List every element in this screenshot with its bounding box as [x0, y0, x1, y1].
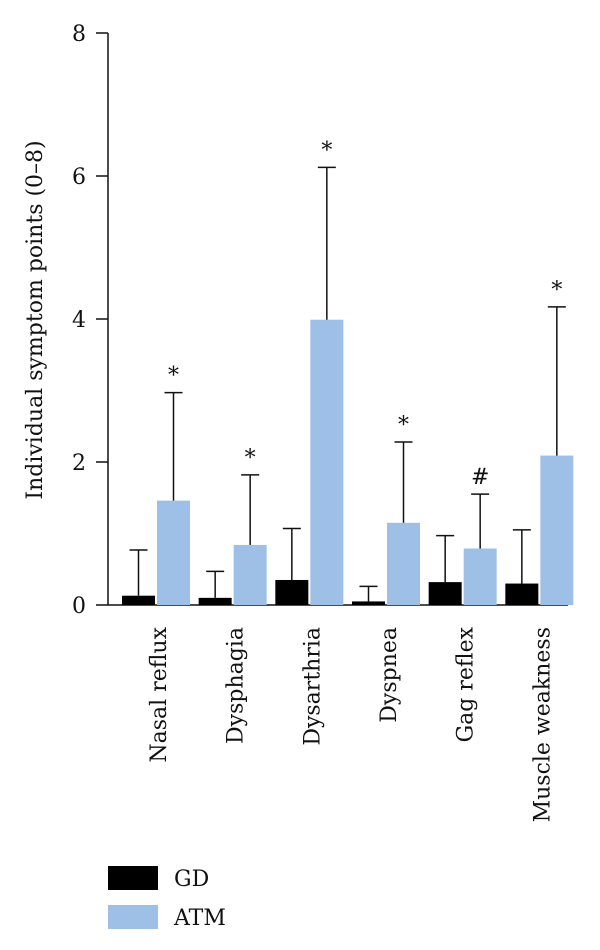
legend-label-gd: GD — [174, 867, 209, 892]
bar-gd-0 — [122, 595, 155, 605]
y-tick-label: 6 — [72, 165, 86, 190]
annotation-5: * — [551, 278, 562, 303]
x-tick-label: Nasal reflux — [147, 626, 172, 762]
annotation-0: * — [168, 364, 179, 389]
x-tick-label: Dyspnea — [377, 627, 402, 723]
error-bars — [129, 166, 566, 602]
y-axis-title: Individual symptom points (0–8) — [23, 140, 48, 499]
x-tick-labels: Nasal reflux Dysphagia Dysarthria Dyspnea Ga… — [147, 626, 555, 822]
bar-atm-2 — [310, 319, 344, 605]
y-tick-label: 2 — [72, 451, 86, 476]
legend-swatch-atm — [108, 905, 158, 929]
bar-gd-2 — [275, 579, 309, 605]
x-tick-label: Muscle weakness — [530, 627, 555, 822]
legend-swatch-gd — [108, 866, 158, 890]
x-tick-label: Dysarthria — [300, 627, 325, 746]
bar-atm-5 — [540, 455, 574, 605]
y-tick-label: 0 — [72, 594, 86, 619]
bars — [122, 319, 574, 605]
legend: GD ATM — [108, 866, 226, 931]
x-tick-label: Gag reflex — [454, 626, 479, 742]
bar-gd-1 — [198, 597, 232, 605]
bar-atm-4 — [463, 548, 497, 605]
significance-annotations: * * * * # * — [168, 138, 562, 490]
annotation-4: # — [471, 465, 489, 490]
annotation-3: * — [398, 413, 409, 438]
bar-atm-1 — [233, 544, 267, 605]
bar-atm-0 — [157, 500, 190, 605]
bar-gd-4 — [428, 582, 462, 605]
legend-label-atm: ATM — [173, 906, 226, 931]
bar-atm-3 — [387, 522, 420, 605]
bar-gd-5 — [505, 583, 539, 605]
x-tick-label: Dysphagia — [224, 627, 249, 744]
y-tick-label: 8 — [72, 22, 86, 47]
annotation-1: * — [245, 446, 256, 471]
annotation-2: * — [321, 138, 332, 163]
bar-gd-3 — [352, 601, 385, 605]
y-tick-label: 4 — [72, 308, 86, 333]
